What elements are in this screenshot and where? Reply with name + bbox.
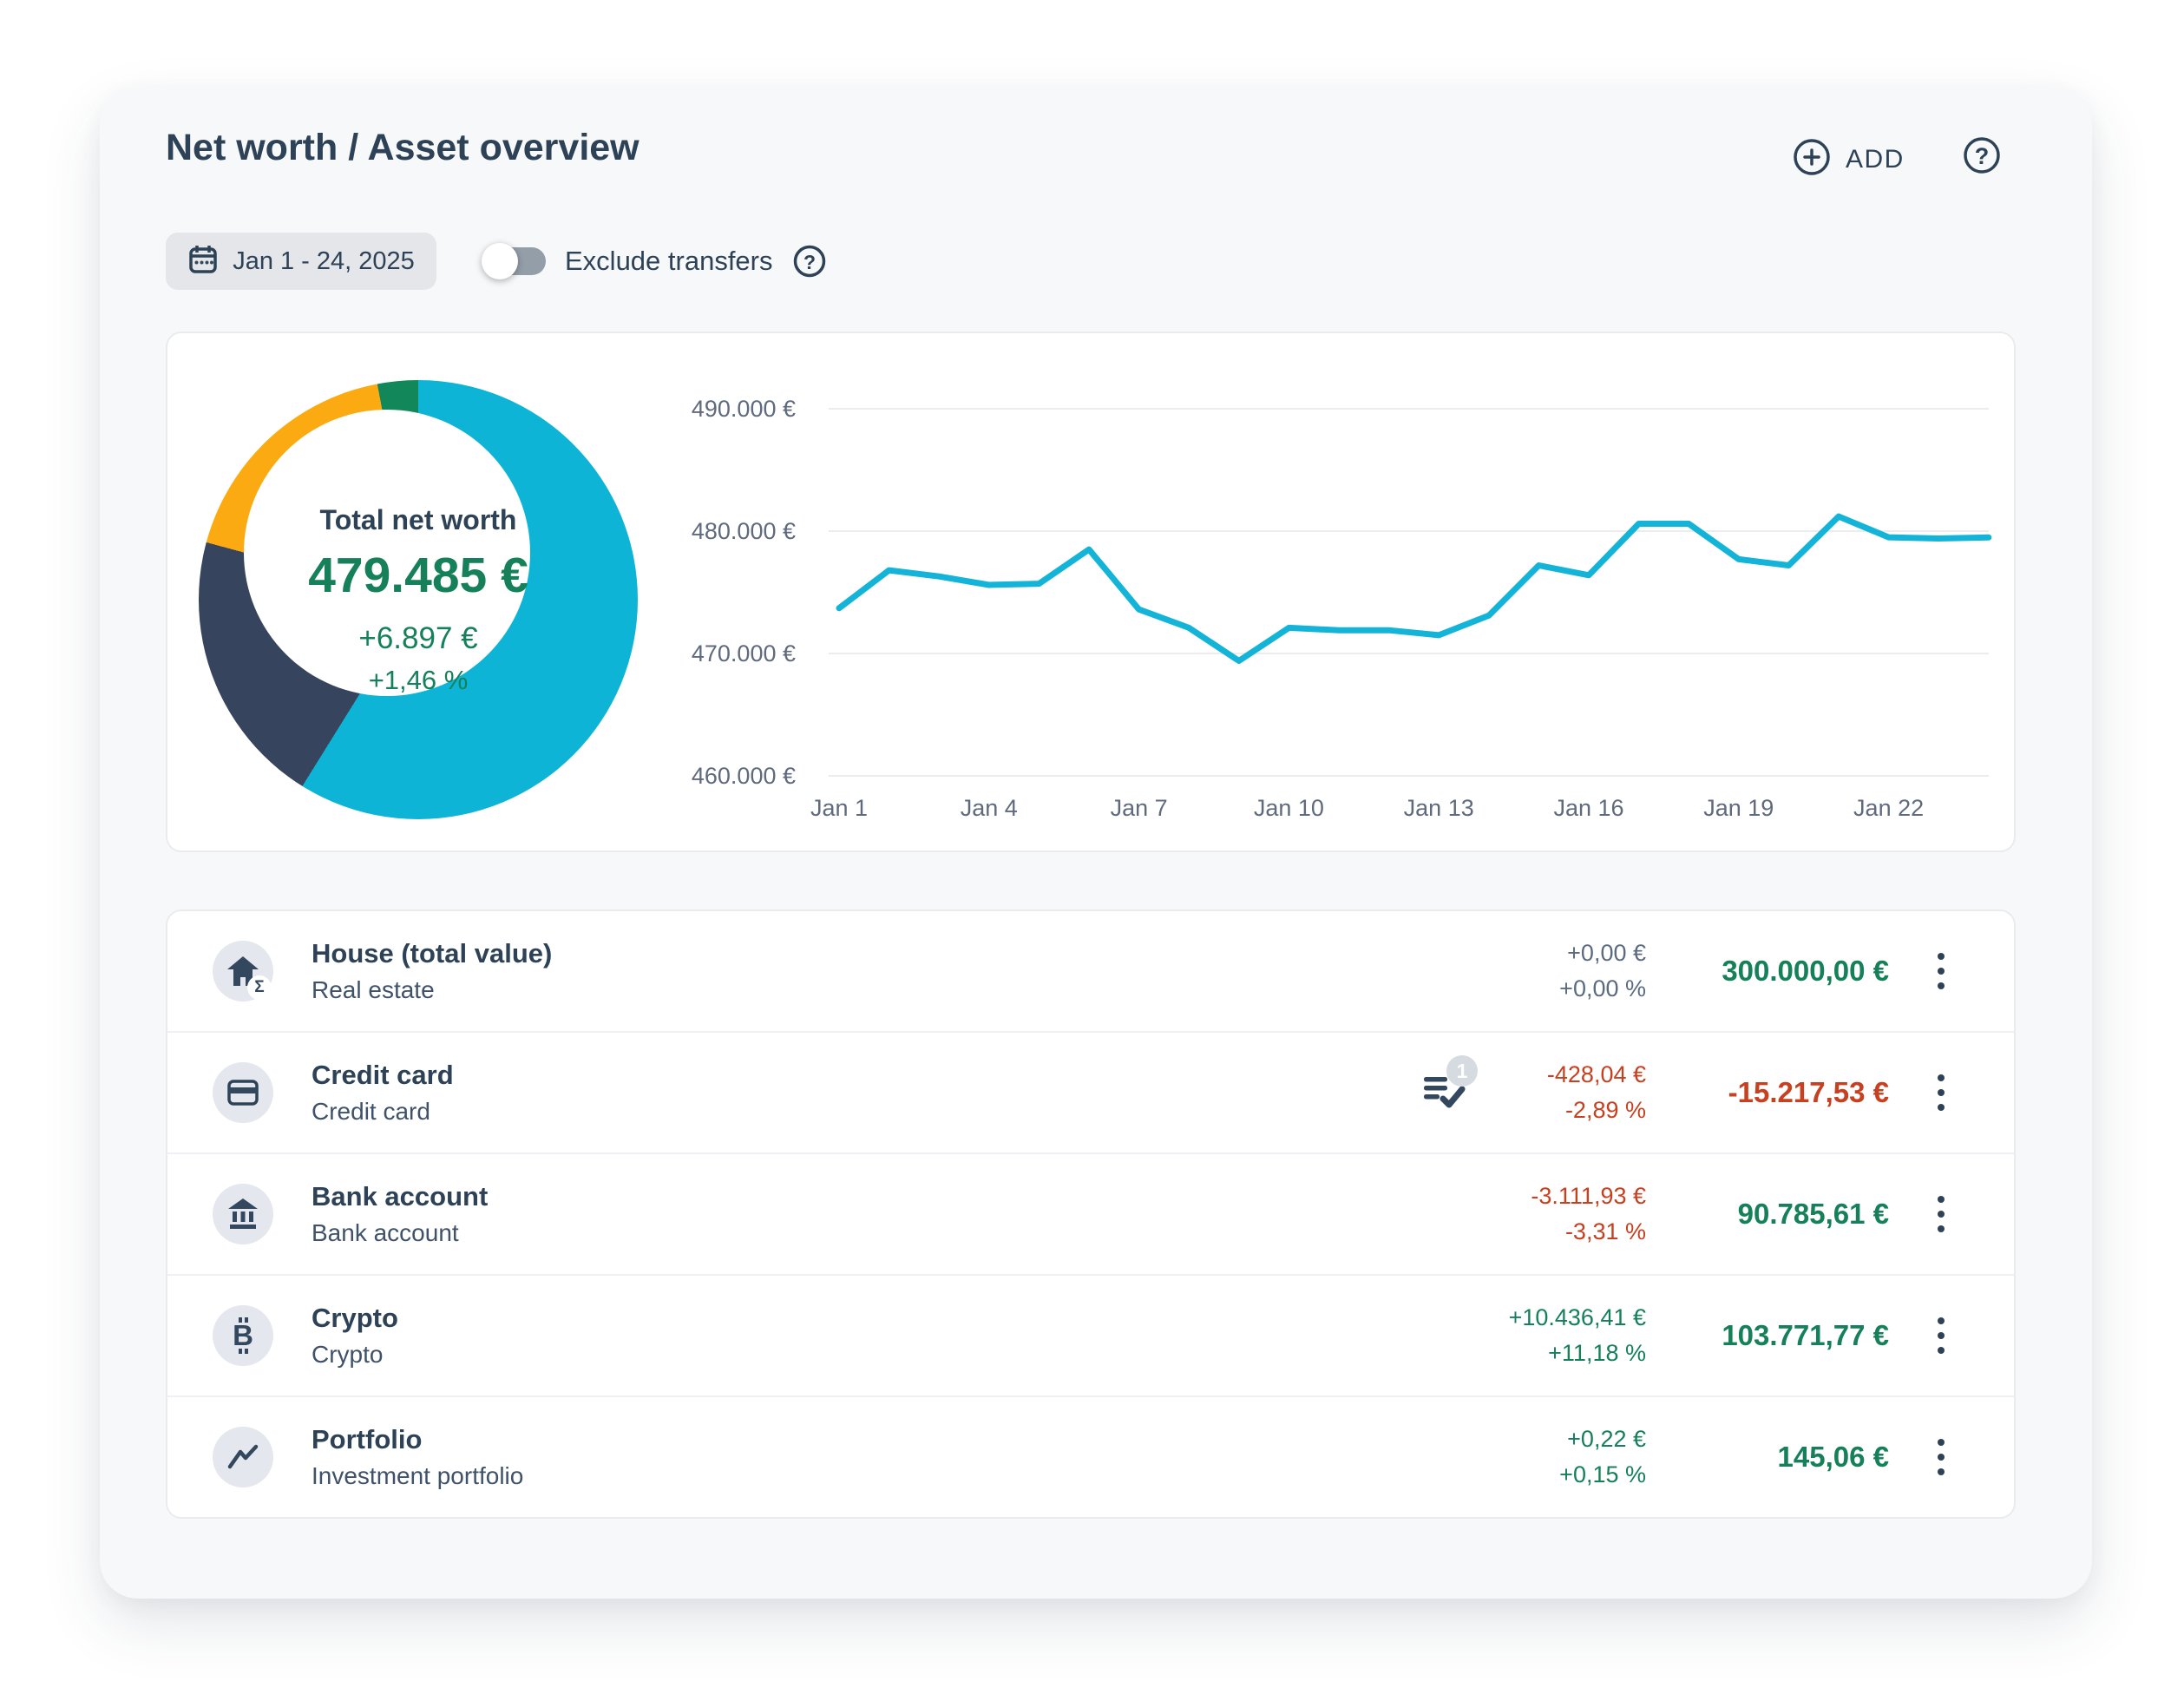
svg-text:470.000 €: 470.000 € — [692, 640, 796, 666]
help-button[interactable]: ? — [1962, 135, 2002, 180]
svg-text:?: ? — [803, 251, 815, 273]
account-avatar: B — [213, 1305, 273, 1366]
account-row-credit-card[interactable]: Credit card Credit card 1 — [167, 1031, 2014, 1152]
account-avatar — [213, 1062, 273, 1123]
bank-icon — [226, 1198, 259, 1231]
account-titles: Portfolio Investment portfolio — [312, 1422, 523, 1492]
account-titles: Credit card Credit card — [312, 1058, 454, 1127]
account-change-amount: +10.436,41 € — [1508, 1304, 1646, 1330]
account-avatar — [213, 1427, 273, 1487]
account-change: +10.436,41 € +11,18 % — [1509, 1300, 1646, 1371]
account-row-house[interactable]: Σ House (total value) Real estate +0,00 … — [167, 911, 2014, 1031]
trend-line-icon — [226, 1443, 259, 1471]
account-change-percent: -2,89 % — [1564, 1097, 1646, 1123]
account-name: Credit card — [312, 1060, 454, 1090]
account-value: 300.000,00 € — [1722, 955, 1889, 987]
list-check-icon — [1424, 1077, 1466, 1108]
account-change-percent: -3,31 % — [1564, 1218, 1646, 1244]
account-change-amount: -428,04 € — [1546, 1061, 1646, 1087]
account-category: Bank account — [312, 1219, 459, 1246]
total-net-worth-summary: Total net worth 479.485 € +6.897 € +1,46… — [199, 380, 638, 819]
account-titles: House (total value) Real estate — [312, 936, 552, 1006]
account-change: -428,04 € -2,89 % — [1547, 1057, 1646, 1128]
account-change: -3.111,93 € -3,31 % — [1531, 1179, 1646, 1250]
account-value: -15.217,53 € — [1728, 1076, 1889, 1108]
page-title: Net worth / Asset overview — [166, 127, 639, 168]
account-menu-button[interactable] — [1922, 943, 1960, 999]
account-change-percent: +0,15 % — [1559, 1461, 1646, 1487]
pending-count-badge: 1 — [1446, 1055, 1478, 1087]
account-name: Crypto — [312, 1303, 398, 1333]
date-range-picker[interactable]: Jan 1 - 24, 2025 — [166, 233, 436, 290]
exclude-transfers-help-icon[interactable]: ? — [792, 244, 827, 279]
account-titles: Bank account Bank account — [312, 1179, 488, 1249]
account-change: +0,00 € +0,00 % — [1559, 936, 1646, 1007]
account-avatar — [213, 1184, 273, 1244]
account-change-amount: +0,22 € — [1567, 1426, 1646, 1452]
overview-chart-card: Total net worth 479.485 € +6.897 € +1,46… — [166, 332, 2016, 852]
accounts-list: Σ House (total value) Real estate +0,00 … — [166, 909, 2016, 1519]
account-titles: Crypto Crypto — [312, 1301, 398, 1370]
svg-text:Jan 7: Jan 7 — [1111, 795, 1168, 821]
net-worth-change-amount: +6.897 € — [358, 621, 478, 655]
account-change-percent: +11,18 % — [1548, 1340, 1646, 1366]
svg-text:Jan 13: Jan 13 — [1404, 795, 1474, 821]
svg-text:Jan 1: Jan 1 — [810, 795, 868, 821]
account-category: Real estate — [312, 976, 435, 1003]
exclude-transfers-toggle[interactable] — [482, 243, 546, 279]
account-change-percent: +0,00 % — [1559, 975, 1646, 1001]
question-circle-icon: ? — [1964, 137, 2000, 174]
bitcoin-icon: B — [227, 1317, 259, 1355]
total-net-worth-label: Total net worth — [319, 503, 517, 535]
pending-transactions-indicator[interactable]: 1 — [1424, 1055, 1511, 1139]
account-change: +0,22 € +0,15 % — [1559, 1422, 1646, 1493]
add-button[interactable]: ADD — [1792, 137, 1905, 181]
account-category: Investment portfolio — [312, 1462, 524, 1489]
account-name: House (total value) — [312, 938, 553, 969]
account-change-amount: -3.111,93 € — [1531, 1183, 1646, 1209]
exclude-transfers-label: Exclude transfers — [565, 246, 773, 276]
account-row-portfolio[interactable]: Portfolio Investment portfolio +0,22 € +… — [167, 1395, 2014, 1517]
net-worth-card: Net worth / Asset overview ADD ? — [100, 87, 2092, 1599]
credit-card-icon — [226, 1079, 259, 1106]
svg-text:Jan 22: Jan 22 — [1853, 795, 1924, 821]
svg-text:B: B — [233, 1319, 253, 1351]
plus-circle-icon — [1792, 137, 1832, 181]
account-menu-button[interactable] — [1922, 1186, 1960, 1242]
account-menu-button[interactable] — [1922, 1065, 1960, 1120]
account-avatar: Σ — [213, 941, 273, 1001]
account-category: Crypto — [312, 1341, 384, 1368]
account-value: 103.771,77 € — [1722, 1319, 1889, 1351]
account-row-bank[interactable]: Bank account Bank account -3.111,93 € -3… — [167, 1152, 2014, 1274]
account-change-amount: +0,00 € — [1567, 940, 1646, 966]
svg-text:Jan 10: Jan 10 — [1254, 795, 1324, 821]
donut-hole — [244, 410, 530, 696]
date-range-label: Jan 1 - 24, 2025 — [233, 246, 415, 275]
total-net-worth-value: 479.485 € — [308, 547, 528, 603]
account-row-crypto[interactable]: B Crypto Crypto +10.436,41 € +11,18 % 10… — [167, 1274, 2014, 1395]
svg-text:490.000 €: 490.000 € — [692, 396, 796, 422]
add-button-label: ADD — [1846, 144, 1905, 174]
svg-text:480.000 €: 480.000 € — [692, 518, 796, 544]
toggle-knob — [482, 243, 518, 279]
account-category: Credit card — [312, 1098, 430, 1125]
account-name: Portfolio — [312, 1424, 423, 1454]
account-menu-button[interactable] — [1922, 1429, 1960, 1485]
svg-text:Jan 4: Jan 4 — [961, 795, 1018, 821]
net-worth-change-percent: +1,46 % — [368, 664, 469, 695]
account-name: Bank account — [312, 1181, 489, 1212]
account-value: 90.785,61 € — [1737, 1198, 1889, 1230]
svg-text:?: ? — [1975, 143, 1990, 169]
sum-badge-icon: Σ — [247, 975, 272, 1000]
svg-text:Jan 16: Jan 16 — [1553, 795, 1623, 821]
account-value: 145,06 € — [1777, 1441, 1889, 1473]
svg-text:Jan 19: Jan 19 — [1703, 795, 1774, 821]
calendar-icon — [187, 244, 219, 279]
account-menu-button[interactable] — [1922, 1308, 1960, 1363]
exclude-transfers-group: Exclude transfers ? — [482, 233, 827, 290]
svg-text:460.000 €: 460.000 € — [692, 763, 796, 789]
net-worth-line-chart: 490.000 € 480.000 € 470.000 € 460.000 € Jan … — [692, 396, 1992, 821]
